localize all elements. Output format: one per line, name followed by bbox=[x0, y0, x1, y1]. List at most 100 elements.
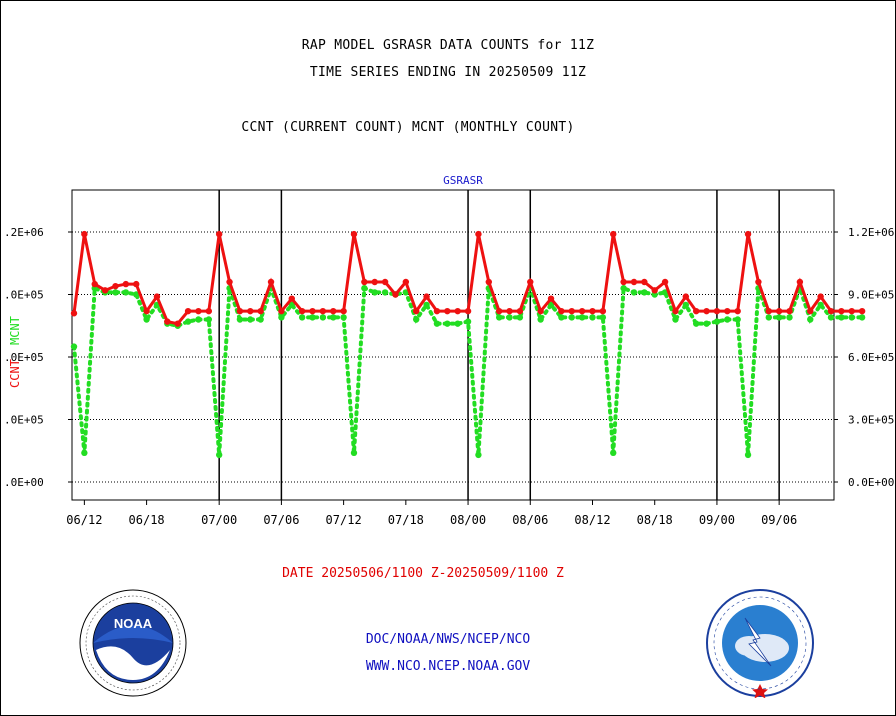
data-point-mcnt bbox=[547, 301, 555, 309]
data-point-mcnt bbox=[641, 289, 648, 296]
plot-title: GSRASR bbox=[443, 174, 483, 187]
data-point-ccnt bbox=[267, 278, 275, 286]
data-point-ccnt bbox=[807, 307, 814, 315]
data-point-ccnt bbox=[81, 230, 88, 238]
data-point-ccnt bbox=[838, 307, 845, 315]
data-point-mcnt bbox=[298, 314, 306, 321]
data-point-ccnt bbox=[537, 307, 544, 315]
x-tick-label: 07/12 bbox=[326, 513, 362, 527]
data-point-ccnt bbox=[734, 307, 741, 315]
data-point-ccnt bbox=[247, 307, 254, 315]
data-point-mcnt bbox=[630, 289, 638, 296]
left-tick-label: .0E+05 bbox=[4, 351, 44, 364]
right-tick-label: 0.0E+00 bbox=[848, 476, 894, 489]
data-point-ccnt bbox=[527, 278, 534, 286]
data-point-ccnt bbox=[133, 280, 140, 288]
left-tick-label: .0E+00 bbox=[4, 476, 44, 489]
footer-url-link[interactable]: WWW.NCO.NCEP.NOAA.GOV bbox=[365, 659, 531, 674]
data-point-ccnt bbox=[724, 307, 731, 315]
axis-layer: .0E+00 0.0E+00 .0E+05 3.0E+05 .0E+05 6.0E+05.… bbox=[4, 174, 894, 527]
data-point-ccnt bbox=[506, 307, 513, 315]
data-point-ccnt bbox=[226, 278, 233, 286]
chart-title-line-3: CCNT (CURRENT COUNT) MCNT (MONTHLY COUNT… bbox=[241, 120, 575, 135]
data-point-ccnt bbox=[413, 307, 420, 315]
data-point-ccnt bbox=[371, 278, 378, 286]
data-point-mcnt bbox=[340, 314, 347, 321]
data-point-mcnt bbox=[495, 314, 503, 321]
data-point-ccnt bbox=[765, 307, 772, 315]
data-point-ccnt bbox=[630, 278, 638, 286]
data-point-mcnt bbox=[672, 316, 679, 323]
data-point-ccnt bbox=[610, 230, 617, 238]
x-tick-label: 07/00 bbox=[201, 513, 237, 527]
data-point-mcnt bbox=[112, 289, 119, 296]
data-point-ccnt bbox=[578, 307, 586, 315]
x-tick-label: 06/18 bbox=[129, 513, 165, 527]
data-point-mcnt bbox=[516, 314, 524, 321]
data-point-ccnt bbox=[547, 295, 555, 302]
x-tick-label: 09/06 bbox=[761, 513, 797, 527]
footer-org-link[interactable]: DOC/NOAA/NWS/NCEP/NCO bbox=[365, 632, 531, 647]
nws-logo bbox=[706, 589, 814, 698]
data-point-ccnt bbox=[215, 230, 223, 238]
y-axis-label-right: MCNT bbox=[8, 316, 22, 345]
data-point-ccnt bbox=[858, 307, 866, 315]
data-point-ccnt bbox=[672, 307, 679, 315]
x-tick-label: 06/12 bbox=[66, 513, 102, 527]
data-point-mcnt bbox=[330, 314, 337, 321]
data-point-ccnt bbox=[661, 278, 669, 286]
data-point-ccnt bbox=[796, 278, 804, 286]
data-point-ccnt bbox=[257, 307, 264, 315]
data-point-mcnt bbox=[827, 314, 835, 321]
lightning-icon bbox=[744, 617, 772, 667]
data-point-mcnt bbox=[454, 320, 461, 327]
x-tick-label: 07/18 bbox=[388, 513, 424, 527]
data-point-ccnt bbox=[713, 307, 721, 315]
data-point-mcnt bbox=[537, 316, 544, 323]
data-point-mcnt bbox=[205, 316, 213, 323]
x-tick-label: 07/06 bbox=[263, 513, 299, 527]
data-point-mcnt bbox=[734, 316, 741, 323]
x-tick-label: 09/00 bbox=[699, 513, 735, 527]
data-point-mcnt bbox=[817, 301, 824, 309]
data-point-ccnt bbox=[205, 307, 213, 315]
data-point-mcnt bbox=[195, 316, 202, 323]
series-layer bbox=[70, 230, 866, 459]
data-point-mcnt bbox=[184, 318, 192, 325]
data-point-ccnt bbox=[651, 287, 658, 294]
data-point-ccnt bbox=[817, 293, 824, 300]
data-point-mcnt bbox=[371, 289, 378, 296]
data-point-mcnt bbox=[578, 314, 586, 321]
data-point-mcnt bbox=[692, 320, 700, 327]
data-point-ccnt bbox=[599, 307, 607, 315]
noaa-logo: NOAA bbox=[79, 589, 187, 697]
plot-border bbox=[71, 189, 835, 501]
data-point-ccnt bbox=[122, 280, 130, 288]
data-point-ccnt bbox=[475, 230, 482, 238]
data-point-mcnt bbox=[807, 316, 814, 323]
data-point-mcnt bbox=[143, 316, 150, 323]
data-point-ccnt bbox=[361, 278, 368, 286]
data-point-mcnt bbox=[765, 314, 772, 321]
data-point-ccnt bbox=[682, 293, 690, 300]
data-point-ccnt bbox=[309, 307, 316, 315]
noaa-logo-gull bbox=[96, 646, 170, 680]
data-point-mcnt bbox=[589, 314, 596, 321]
data-point-ccnt bbox=[164, 318, 171, 325]
data-point-ccnt bbox=[692, 307, 700, 315]
chart-title-line-1: RAP MODEL GSRASR DATA COUNTS for 11Z bbox=[301, 38, 595, 53]
data-point-ccnt bbox=[91, 280, 98, 288]
data-point-ccnt bbox=[298, 307, 306, 315]
data-point-ccnt bbox=[558, 307, 565, 315]
data-point-ccnt bbox=[703, 307, 710, 315]
data-point-ccnt bbox=[744, 230, 752, 238]
data-point-mcnt bbox=[848, 314, 855, 321]
data-point-ccnt bbox=[184, 307, 192, 315]
right-tick-label: 6.0E+05 bbox=[848, 351, 894, 364]
right-tick-label: 1.2E+06 bbox=[848, 226, 894, 239]
data-point-ccnt bbox=[350, 230, 358, 238]
data-point-ccnt bbox=[423, 293, 430, 300]
data-point-mcnt bbox=[744, 451, 752, 459]
x-tick-label: 08/06 bbox=[512, 513, 548, 527]
